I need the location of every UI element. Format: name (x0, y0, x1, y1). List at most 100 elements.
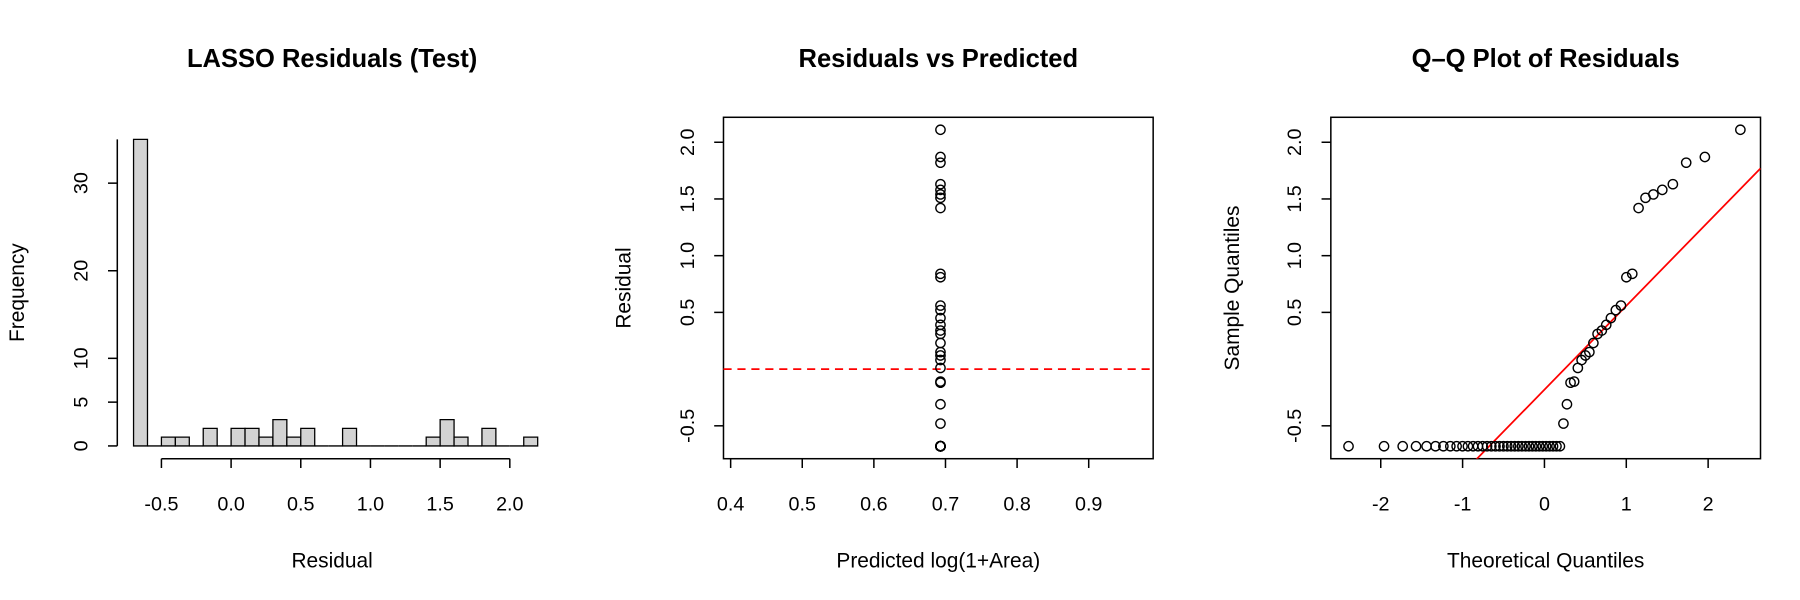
x-tick-label: 0.0 (217, 493, 244, 515)
point (1462, 440, 1474, 452)
bar (230, 427, 246, 447)
point (1527, 440, 1538, 452)
point (1648, 189, 1659, 200)
bar (425, 436, 441, 447)
panel: Q–Q Plot of Residuals Theoretical Quantil… (1221, 45, 1762, 573)
bar (300, 427, 316, 447)
bar (160, 436, 176, 447)
point (935, 184, 946, 196)
point (1490, 440, 1501, 452)
y-tick-label: 10 (71, 347, 93, 369)
x-tick-label: 0.6 (860, 493, 887, 515)
y-tick-label: 0.5 (677, 299, 699, 326)
point (935, 418, 946, 429)
bar (244, 427, 260, 447)
bar (523, 436, 539, 447)
y-axis-label: Sample Quantiles (1221, 206, 1244, 371)
x-tick-label: 2.0 (496, 493, 523, 515)
bar (174, 436, 190, 447)
y-tick-label: -0.5 (1284, 409, 1306, 443)
point (1421, 440, 1432, 452)
point (1444, 440, 1456, 452)
point (1516, 440, 1528, 452)
x-tick-label: 0.8 (1003, 493, 1030, 515)
point (1537, 440, 1549, 452)
x-tick-label: 1.5 (426, 493, 453, 515)
point (1735, 124, 1746, 136)
x-axis-label: Residual (291, 550, 372, 573)
point (1512, 440, 1524, 452)
point (935, 304, 946, 316)
point (935, 350, 946, 361)
point (1621, 271, 1632, 283)
point (1588, 337, 1599, 349)
y-tick-label: 0.5 (1284, 299, 1306, 326)
y-tick-label: 30 (71, 172, 93, 194)
point (1605, 312, 1617, 324)
point (935, 271, 946, 283)
point (935, 124, 946, 136)
point (935, 398, 946, 410)
point (1481, 440, 1493, 452)
point (935, 157, 946, 169)
x-tick-label: 0.9 (1075, 493, 1102, 515)
x-tick-label: 0.5 (287, 493, 314, 515)
chart-title: Residuals vs Predicted (799, 45, 1079, 73)
x-tick-label: 2 (1703, 493, 1714, 515)
y-tick-label: -0.5 (677, 409, 699, 443)
point (935, 354, 946, 366)
point (1680, 157, 1692, 169)
point (1584, 346, 1595, 358)
x-tick-label: -0.5 (144, 493, 178, 515)
point (1509, 440, 1521, 452)
point (935, 189, 946, 200)
point (1410, 440, 1422, 452)
y-axis-label: Residual (612, 247, 635, 328)
point (1343, 440, 1354, 452)
y-tick-label: 20 (71, 260, 93, 282)
point (935, 151, 946, 163)
point (935, 300, 946, 311)
bar (439, 419, 455, 447)
x-tick-label: 0.4 (717, 493, 744, 515)
point (1615, 300, 1627, 311)
point (1520, 440, 1531, 452)
point (1699, 151, 1711, 163)
point (1551, 440, 1562, 452)
chart-title: Q–Q Plot of Residuals (1412, 45, 1680, 73)
point (1498, 440, 1509, 452)
y-tick-label: 1.5 (1284, 185, 1306, 212)
point (935, 362, 946, 374)
point (1561, 398, 1573, 410)
x-tick-label: 0.7 (932, 493, 959, 515)
point (1378, 440, 1390, 452)
y-tick-label: 0 (71, 440, 93, 451)
point (1451, 440, 1462, 452)
bar (286, 436, 302, 447)
point (935, 319, 946, 331)
bar (453, 436, 469, 447)
y-tick-label: 1.0 (677, 242, 699, 269)
plot-box (722, 116, 1154, 460)
point (935, 325, 946, 336)
y-tick-label: 2.0 (677, 129, 699, 156)
point (1626, 268, 1638, 280)
y-axis-label: Frequency (6, 243, 29, 342)
bar (132, 138, 149, 447)
point (935, 337, 946, 349)
x-tick-label: -1 (1454, 493, 1472, 515)
point (1523, 440, 1535, 452)
y-tick-label: 2.0 (1284, 129, 1306, 156)
bar (272, 419, 288, 447)
y-tick-label: 1.0 (1284, 242, 1306, 269)
panel: LASSO Residuals (Test) Residual Frequency -… (6, 45, 539, 573)
x-axis-label: Theoretical Quantiles (1447, 550, 1644, 573)
x-tick-label: 0 (1539, 493, 1550, 515)
x-tick-label: -2 (1372, 493, 1390, 515)
y-tick-label: 1.5 (677, 185, 699, 212)
x-tick-label: 1 (1621, 493, 1632, 515)
point (935, 192, 946, 204)
bar (341, 427, 358, 447)
chart-title: LASSO Residuals (Test) (187, 45, 477, 73)
